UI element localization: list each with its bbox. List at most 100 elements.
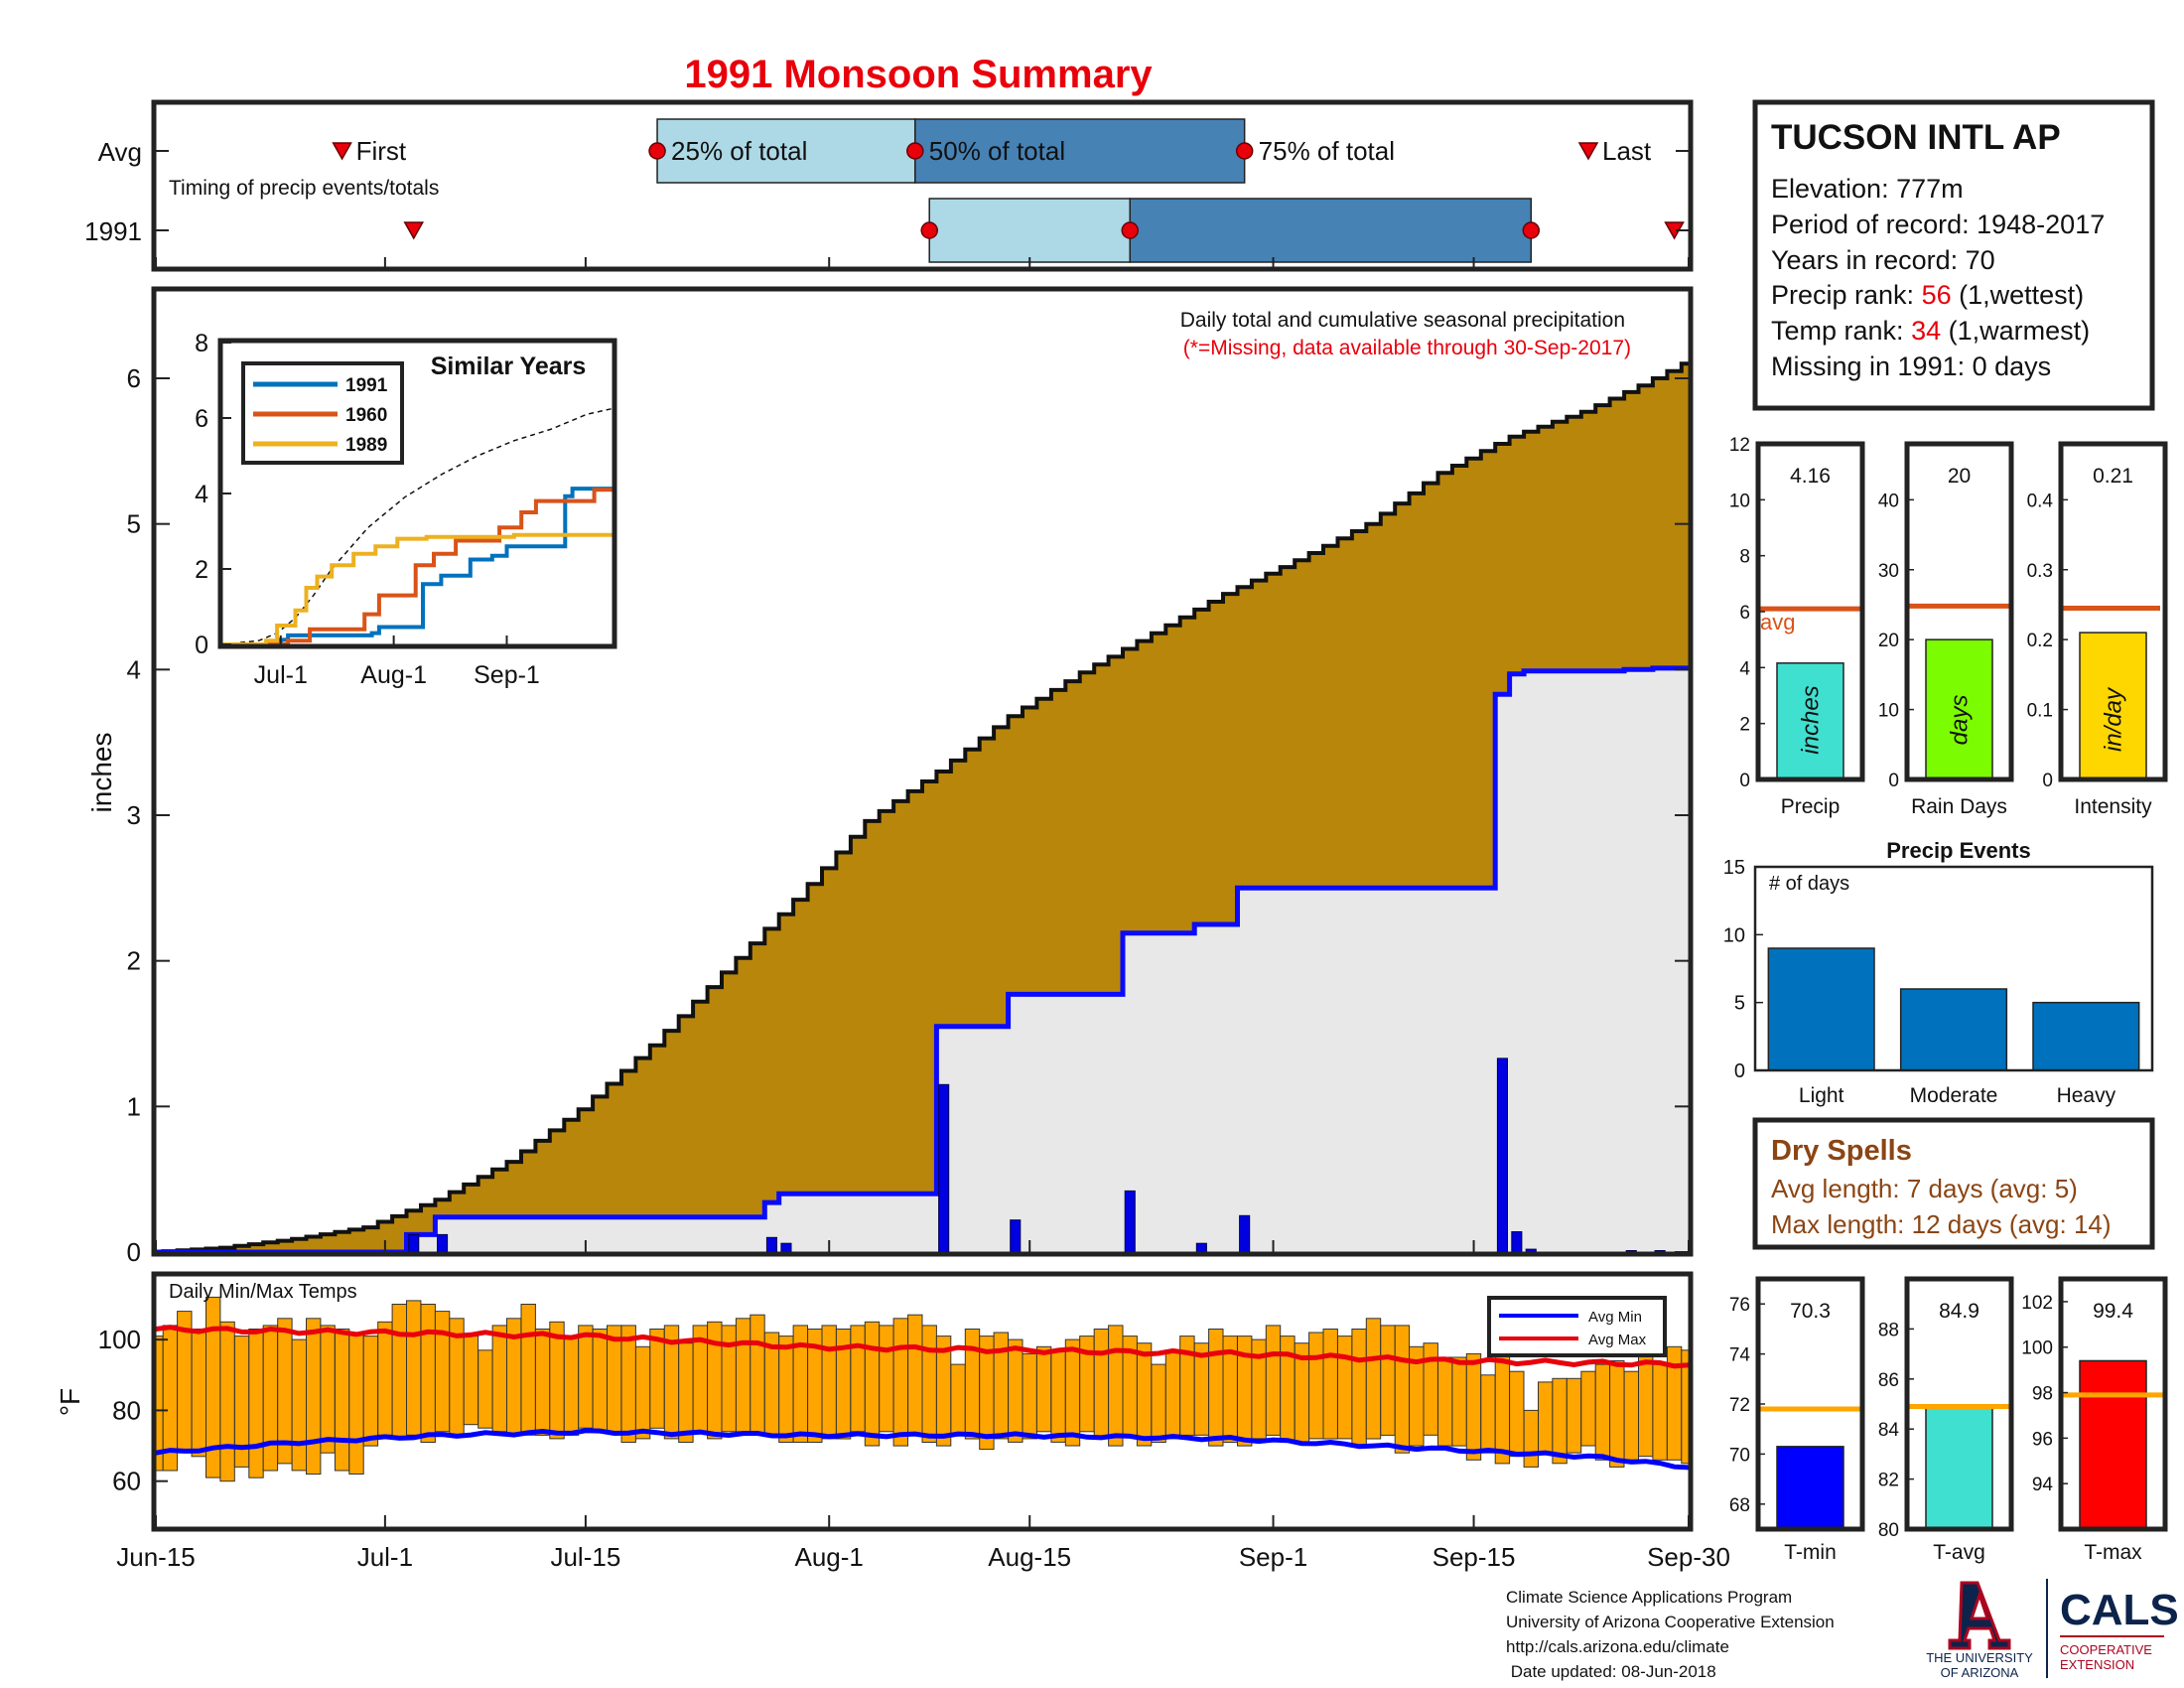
main-y-tick-label: 3 bbox=[127, 800, 141, 830]
inset-x-tick-label: Aug-1 bbox=[360, 661, 427, 689]
temp-summary-y-tick-label: 70 bbox=[1729, 1445, 1750, 1466]
legend-avg-max: Avg Max bbox=[1588, 1332, 1647, 1348]
dry-spells-avg: Avg length: 7 days (avg: 5) bbox=[1771, 1174, 2078, 1203]
summary-bar bbox=[2079, 632, 2147, 780]
inset-series-line bbox=[222, 532, 613, 646]
temp-summary-y-tick-label: 84 bbox=[1878, 1420, 1900, 1441]
temp-summary-y-tick-label: 76 bbox=[1729, 1295, 1750, 1316]
daily-temp-bar bbox=[1208, 1329, 1224, 1447]
daily-temp-bar bbox=[534, 1329, 551, 1436]
timing-label-25: 25% of total bbox=[671, 136, 807, 166]
daily-temp-bar bbox=[1008, 1338, 1024, 1443]
timing-label-first: First bbox=[356, 136, 407, 166]
inset-y-tick-label: 4 bbox=[195, 481, 208, 508]
block-a-logo-icon bbox=[1948, 1581, 2011, 1650]
temps-legend-frame bbox=[1487, 1296, 1667, 1357]
main-chart-frame bbox=[151, 286, 1694, 1257]
timing-row-label-avg: Avg bbox=[98, 137, 142, 167]
daily-precip-bar bbox=[780, 1242, 792, 1253]
daily-temp-bar bbox=[1265, 1325, 1282, 1436]
summary-avg-label: avg bbox=[1760, 610, 1795, 634]
temp-summary-bar bbox=[1925, 1405, 1993, 1530]
daily-temp-bar bbox=[1480, 1374, 1496, 1454]
daily-temp-bar bbox=[1538, 1381, 1554, 1454]
year-cumulative-line bbox=[156, 665, 1690, 1255]
university-of-arizona-logo: THE UNIVERSITY OF ARIZONA CALS COOPERATI… bbox=[1926, 1579, 2179, 1680]
summary-unit-label: in/day bbox=[2101, 686, 2127, 752]
temp-summary-frame bbox=[2058, 1276, 2168, 1532]
inset-y-tick-label: 6 bbox=[195, 405, 208, 433]
inset-x-tick-label: Sep-1 bbox=[474, 661, 540, 689]
daily-temp-bar bbox=[434, 1311, 451, 1433]
daily-temp-bar bbox=[248, 1329, 264, 1478]
station-years: Years in record: 70 bbox=[1771, 245, 1995, 275]
temperature-bar-panels: 70.3 68 70 72 74 76 T-min 84.9 80 82 84 86 88 T-avg 99… bbox=[1729, 1276, 2168, 1564]
daily-temp-bar bbox=[1523, 1409, 1539, 1468]
footer-line-4: Date updated: 08-Jun-2018 bbox=[1506, 1662, 1716, 1681]
timing-label-last: Last bbox=[1602, 136, 1652, 166]
timing-quantile-marker bbox=[1235, 142, 1254, 160]
year-cumulative-area bbox=[156, 667, 1689, 1252]
daily-temp-bar bbox=[592, 1329, 608, 1433]
inset-average-line bbox=[221, 407, 614, 645]
timing-first-last-marker bbox=[332, 142, 352, 161]
temp-summary-bar bbox=[1776, 1446, 1844, 1530]
timing-box-25-50 bbox=[656, 118, 916, 184]
summary-frame bbox=[1904, 441, 2014, 782]
daily-temp-bar bbox=[950, 1363, 966, 1436]
inset-series-line bbox=[222, 488, 613, 646]
daily-temp-bar bbox=[1494, 1352, 1511, 1465]
footer-credits: Climate Science Applications Program Uni… bbox=[1506, 1588, 1835, 1681]
inset-x-tick-label: Jul-1 bbox=[254, 661, 308, 689]
events-category-label: Light bbox=[1799, 1084, 1844, 1107]
daily-temp-bar bbox=[1566, 1377, 1582, 1454]
summary-y-tick-label: 4 bbox=[1739, 658, 1750, 679]
daily-temp-bar bbox=[1509, 1370, 1525, 1458]
inset-legend-label: 1989 bbox=[345, 435, 387, 456]
station-elevation: Elevation: 777m bbox=[1771, 174, 1964, 204]
summary-y-tick-label: 0.3 bbox=[2027, 561, 2053, 582]
summary-y-tick-label: 2 bbox=[1739, 715, 1750, 736]
temps-y-axis-label: °F bbox=[55, 1388, 85, 1416]
daily-temp-bar bbox=[850, 1325, 866, 1433]
precip-rank-value: 56 bbox=[1922, 280, 1952, 310]
daily-precip-bar bbox=[1010, 1219, 1022, 1253]
daily-temp-bar bbox=[377, 1321, 393, 1436]
precip-main-chart: 0 1 2 3 4 5 6 Daily total and cumulative seaso… bbox=[86, 257, 1694, 1527]
timing-quantile-marker bbox=[1522, 221, 1541, 239]
temp-rank-value: 34 bbox=[1911, 316, 1941, 346]
date-tick-label: Aug-15 bbox=[988, 1542, 1071, 1572]
date-tick-label: Aug-1 bbox=[795, 1542, 864, 1572]
date-tick-label: Jul-1 bbox=[357, 1542, 413, 1572]
daily-temp-bar bbox=[320, 1325, 336, 1454]
station-info-box: TUCSON INTL AP Elevation: 777m Period of… bbox=[1752, 99, 2155, 411]
daily-precip-bar bbox=[1511, 1231, 1523, 1253]
temp-summary-y-tick-label: 72 bbox=[1729, 1395, 1750, 1416]
station-period: Period of record: 1948-2017 bbox=[1771, 210, 2105, 239]
inset-legend-label: 1991 bbox=[345, 375, 388, 396]
daily-temp-bar bbox=[620, 1325, 636, 1444]
daily-temp-bar bbox=[821, 1325, 837, 1440]
temp-summary-x-label: T-avg bbox=[1933, 1541, 1985, 1564]
daily-temp-bar bbox=[907, 1314, 923, 1436]
daily-temp-bar bbox=[721, 1325, 737, 1433]
daily-temp-bar bbox=[1164, 1349, 1181, 1440]
avg-cumulative-line bbox=[156, 361, 1689, 1254]
inset-title: Similar Years bbox=[431, 352, 587, 380]
daily-temp-bar bbox=[1322, 1329, 1338, 1440]
events-bar bbox=[1899, 988, 2008, 1071]
main-missing-note: (*=Missing, data available through 30-Se… bbox=[1183, 337, 1631, 359]
daily-temp-bar bbox=[1365, 1318, 1382, 1440]
timing-caption: Timing of precip events/totals bbox=[169, 177, 439, 200]
events-y-tick-label: 0 bbox=[1734, 1060, 1745, 1082]
daily-precip-bar bbox=[1124, 1190, 1136, 1253]
summary-value-label: 20 bbox=[1948, 465, 1971, 488]
temp-summary-x-label: T-min bbox=[1784, 1541, 1837, 1564]
temp-summary-y-tick-label: 102 bbox=[2021, 1293, 2053, 1314]
timing-label-50: 50% of total bbox=[929, 136, 1065, 166]
summary-y-tick-label: 10 bbox=[1729, 491, 1750, 511]
temp-summary-y-tick-label: 82 bbox=[1878, 1471, 1899, 1491]
daily-temp-bar bbox=[864, 1321, 881, 1447]
logo-cals: CALS bbox=[2060, 1586, 2179, 1634]
